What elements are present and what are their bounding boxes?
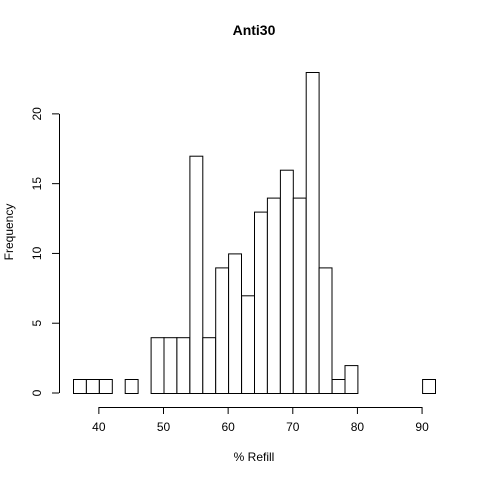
histogram-bar bbox=[292, 197, 307, 394]
histogram-bar bbox=[279, 169, 294, 394]
histogram-bar bbox=[215, 267, 230, 394]
histogram-bar bbox=[241, 295, 256, 394]
histogram-bar bbox=[98, 379, 113, 394]
chart-title: Anti30 bbox=[233, 22, 276, 38]
histogram-bar bbox=[150, 337, 165, 395]
histogram-bar bbox=[202, 337, 217, 395]
histogram-bar bbox=[73, 379, 87, 394]
y-axis-label: Frequency bbox=[2, 204, 16, 261]
histogram-bar bbox=[163, 337, 178, 395]
histogram-bar bbox=[266, 197, 281, 394]
y-tick-label: 10 bbox=[30, 246, 44, 260]
histogram-bar bbox=[176, 337, 191, 395]
x-tick-label: 60 bbox=[221, 420, 235, 434]
histogram-bar bbox=[85, 379, 100, 394]
x-tick-label: 80 bbox=[351, 420, 365, 434]
histogram-bar bbox=[254, 211, 268, 394]
histogram-bar bbox=[318, 267, 333, 394]
histogram-bar bbox=[331, 379, 346, 394]
y-tick-label: 5 bbox=[30, 320, 44, 327]
y-axis: 0 5 10 15 20 bbox=[30, 107, 60, 396]
x-tick-label: 40 bbox=[92, 420, 106, 434]
y-tick-label: 15 bbox=[30, 177, 44, 191]
histogram-bar bbox=[344, 365, 359, 395]
x-tick-label: 70 bbox=[286, 420, 300, 434]
histogram-bar bbox=[189, 155, 204, 394]
x-axis-label: % Refill bbox=[234, 450, 275, 464]
histogram-bar bbox=[228, 253, 243, 394]
y-tick-label: 20 bbox=[30, 107, 44, 121]
x-tick-label: 50 bbox=[157, 420, 171, 434]
histogram-bar bbox=[305, 72, 320, 394]
histogram-bar bbox=[422, 379, 437, 394]
x-axis: 40 50 60 70 80 90 bbox=[92, 407, 429, 434]
x-tick-label: 90 bbox=[415, 420, 429, 434]
bars-group bbox=[73, 72, 437, 395]
y-tick-label: 0 bbox=[30, 389, 44, 396]
histogram-bar bbox=[124, 379, 139, 394]
